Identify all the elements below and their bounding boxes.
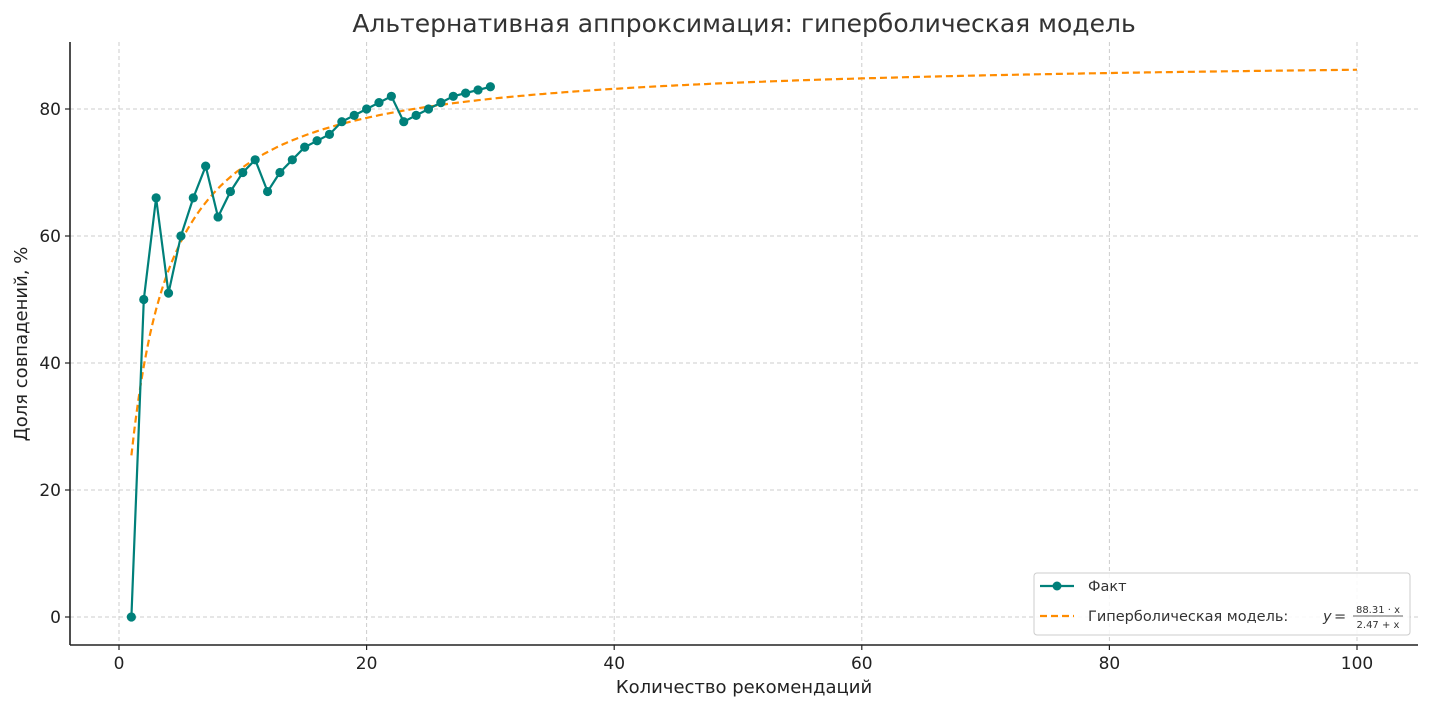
legend-model-denominator: 2.47 + x (1357, 620, 1400, 631)
y-tick-label: 80 (39, 100, 61, 120)
fact-point (262, 186, 273, 197)
fact-point (250, 155, 260, 165)
fact-point (188, 193, 198, 203)
y-axis-label: Доля совпадений, % (11, 247, 32, 442)
fact-point (436, 98, 446, 108)
y-tick-label: 0 (50, 608, 61, 628)
fact-point (151, 193, 161, 203)
fact-point (213, 212, 223, 222)
y-ticks: 0 20 40 60 80 (39, 100, 70, 628)
legend-fact-marker-icon (1052, 581, 1062, 591)
legend-model-eq: = (1334, 609, 1346, 625)
x-axis-label: Количество рекомендаций (616, 677, 872, 698)
x-tick-label: 0 (114, 654, 125, 674)
fact-point (423, 104, 434, 114)
fact-point (126, 612, 136, 622)
fact-point (473, 85, 483, 95)
y-tick-label: 60 (39, 227, 61, 247)
fact-point (362, 104, 372, 114)
fact-point (448, 91, 458, 101)
x-ticks: 0 20 40 60 80 100 (114, 645, 1373, 674)
fact-point (287, 155, 297, 165)
x-tick-label: 40 (603, 654, 625, 674)
fact-point (324, 129, 335, 139)
fact-point (485, 82, 495, 92)
legend-model-numerator: 88.31 · x (1356, 605, 1400, 616)
fact-point (312, 136, 322, 146)
fact-point (163, 288, 174, 298)
x-tick-label: 100 (1341, 654, 1373, 674)
fact-point (349, 110, 359, 120)
fact-point (411, 110, 421, 120)
y-tick-label: 40 (39, 354, 61, 374)
x-tick-label: 20 (356, 654, 378, 674)
grid (70, 42, 1418, 645)
legend: Факт Гиперболическая модель: y = 88.31 ·… (1033, 572, 1411, 636)
legend-box (1033, 572, 1411, 636)
x-tick-label: 60 (851, 654, 873, 674)
fact-point (201, 161, 211, 171)
x-tick-label: 80 (1099, 654, 1121, 674)
fact-point (399, 117, 409, 127)
chart-title: Альтернативная аппроксимация: гиперболич… (352, 9, 1135, 38)
fact-point (225, 186, 236, 197)
fact-point (275, 167, 285, 178)
fact-point (139, 294, 149, 305)
y-tick-label: 20 (39, 481, 61, 501)
fact-line (130, 85, 491, 618)
fact-point (238, 167, 248, 178)
legend-model-y: y (1322, 609, 1332, 625)
fact-point (461, 88, 471, 98)
legend-model-label: Гиперболическая модель: (1088, 609, 1288, 625)
fact-point (337, 117, 347, 127)
fact-point (300, 142, 310, 152)
model-curve (130, 68, 1358, 456)
fact-point (374, 98, 384, 108)
model-line (130, 68, 1358, 456)
legend-fact-label: Факт (1088, 579, 1127, 595)
fact-series (126, 82, 495, 622)
fact-point (386, 91, 396, 101)
fact-point (176, 231, 186, 241)
